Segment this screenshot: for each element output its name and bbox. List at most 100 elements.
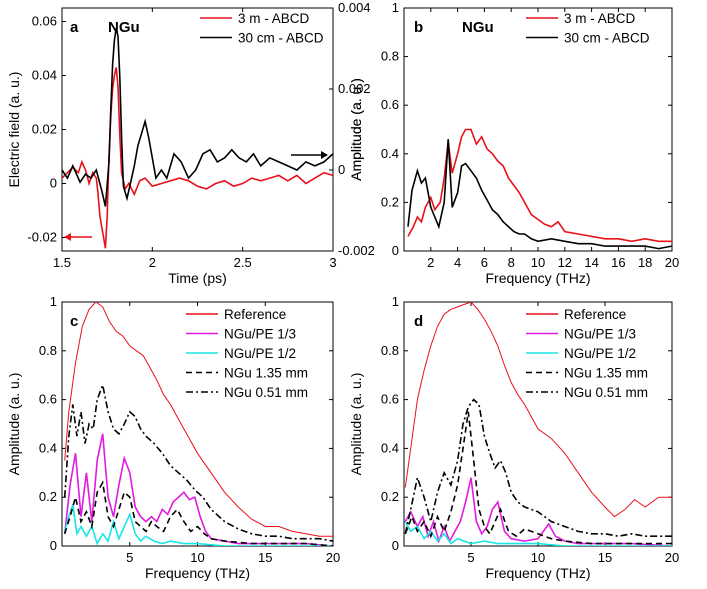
y-tick-label: 0.2 [381, 489, 399, 504]
series-group [407, 128, 672, 250]
legend-label: 30 cm - ABCD [238, 31, 324, 46]
legend-label: NGu 1.35 mm [564, 366, 648, 381]
series-line-ngu-pe-1-3 [63, 433, 333, 546]
legend-label: 3 m - ABCD [238, 11, 310, 26]
y-right-tick-label: -0.002 [338, 243, 375, 258]
legend-label: NGu 0.51 mm [224, 385, 308, 400]
legend: 3 m - ABCD 30 cm - ABCD [200, 11, 324, 46]
panel-b: 00.20.40.60.812 4 6 8 10 12 14 16 18 20Frequency … [348, 0, 679, 286]
y-tick-label: 0.8 [39, 343, 57, 358]
series-line-ngu-pe-1-3 [404, 477, 672, 546]
panel-title: NGu [108, 19, 140, 36]
x-tick-label: 16 [611, 255, 625, 270]
legend: Reference NGu/PE 1/3 NGu/PE 1/2 NGu 1.35 mm… [186, 307, 308, 400]
legend-label: NGu/PE 1/3 [564, 327, 636, 342]
x-tick-label: 10 [531, 255, 545, 270]
y-tick-label: -0.02 [27, 230, 57, 245]
series-line-ngu-1-35-mm [63, 480, 333, 546]
legend-label: 3 m - ABCD [564, 11, 636, 26]
y-tick-label: 0.6 [381, 392, 399, 407]
series-line-3-m-abcd [407, 128, 672, 243]
y-tick-label: 0.8 [381, 49, 399, 64]
x-tick-label: 6 [481, 255, 488, 270]
y-axis-label-right: Amplitude (a. u.) [348, 78, 364, 181]
legend: Reference NGu/PE 1/3 NGu/PE 1/2 NGu 1.35 mm… [526, 307, 648, 400]
y-right-tick-label: 0.002 [338, 81, 371, 96]
x-tick-label: 2 [427, 255, 434, 270]
x-tick-label: 5 [467, 550, 474, 565]
x-tick-label: 20 [665, 550, 679, 565]
legend-label: NGu 1.35 mm [224, 366, 308, 381]
axis-arrows [64, 151, 328, 241]
x-tick-label: 5 [126, 550, 133, 565]
y-axis-label: Amplitude (a. u.) [348, 373, 364, 476]
panel-letter: a [70, 19, 79, 36]
x-tick-label: 20 [665, 255, 679, 270]
y-axis-label: Amplitude (a. u.) [6, 373, 22, 476]
panel-letter: b [414, 19, 423, 36]
legend-label: 30 cm - ABCD [564, 31, 650, 46]
legend-label: NGu/PE 1/3 [224, 327, 296, 342]
y-tick-label: 0.4 [39, 440, 57, 455]
series-line-ngu-1-35-mm [404, 411, 672, 545]
panel-letter: c [70, 313, 78, 330]
x-tick-label: 15 [598, 550, 612, 565]
y-right-tick-label: 0 [338, 162, 345, 177]
legend-label: NGu 0.51 mm [564, 385, 648, 400]
y-tick-label: 1 [392, 294, 399, 309]
series-group [63, 302, 333, 546]
y-tick-label: 0.8 [381, 343, 399, 358]
y-tick-label: 1 [50, 294, 57, 309]
legend-label: NGu/PE 1/2 [564, 346, 636, 361]
left-axis-arrow-head [64, 233, 71, 241]
series-line-reference [404, 302, 672, 518]
y-tick-label: 0.6 [381, 97, 399, 112]
series-group [404, 302, 672, 546]
y-tick-label: 0.2 [381, 194, 399, 209]
x-tick-label: 15 [258, 550, 272, 565]
legend: 3 m - ABCD 30 cm - ABCD [526, 11, 650, 46]
y-axis-label: Electric field (a. u.) [6, 72, 22, 188]
x-tick-label: 14 [584, 255, 598, 270]
x-axis-label: Frequency (THz) [485, 270, 590, 286]
y-tick-label: 0.6 [39, 392, 57, 407]
y-tick-label: 0.4 [381, 440, 399, 455]
x-axis-label: Frequency (THz) [485, 565, 590, 581]
series-line-30-cm-abcd [62, 28, 333, 207]
y-tick-label: 0 [50, 538, 57, 553]
x-tick-label: 3 [329, 255, 336, 270]
x-tick-label: 8 [508, 255, 515, 270]
series-group [62, 28, 333, 249]
series-line-30-cm-abcd [407, 139, 672, 250]
legend-label: Reference [564, 307, 626, 322]
series-line-ngu-pe-1-2 [63, 504, 333, 546]
x-tick-label: 2 [149, 255, 156, 270]
panel-title: NGu [462, 19, 494, 36]
x-tick-label: 12 [558, 255, 572, 270]
y-tick-label: 0.2 [39, 489, 57, 504]
series-line-ngu-0-51-mm [404, 398, 672, 538]
y-axis-label: Amplitude (a. u.) [348, 78, 364, 181]
y-tick-label: 0.4 [381, 146, 399, 161]
x-tick-label: 1.5 [53, 255, 71, 270]
y-tick-label: 0.04 [32, 68, 57, 83]
y-tick-label: 0 [392, 538, 399, 553]
x-axis-label: Time (ps) [168, 270, 227, 286]
panel-a: -0.02 0 0.02 0.04 0.06 -0.002 0 0.002 0.004 1.5 2 2… [6, 0, 375, 286]
series-line-3-m-abcd [62, 67, 333, 249]
series-line-reference [64, 302, 333, 537]
x-tick-label: 20 [326, 550, 340, 565]
right-axis-arrow-head [321, 151, 328, 159]
x-tick-label: 18 [638, 255, 652, 270]
y-right-tick-label: 0.004 [338, 0, 371, 15]
x-tick-label: 10 [531, 550, 545, 565]
y-tick-label: 0 [392, 243, 399, 258]
y-tick-label: 0.06 [32, 14, 57, 29]
x-tick-label: 4 [454, 255, 461, 270]
x-axis-label: Frequency (THz) [145, 565, 250, 581]
series-line-ngu-0-51-mm [63, 382, 333, 542]
x-tick-label: 10 [190, 550, 204, 565]
